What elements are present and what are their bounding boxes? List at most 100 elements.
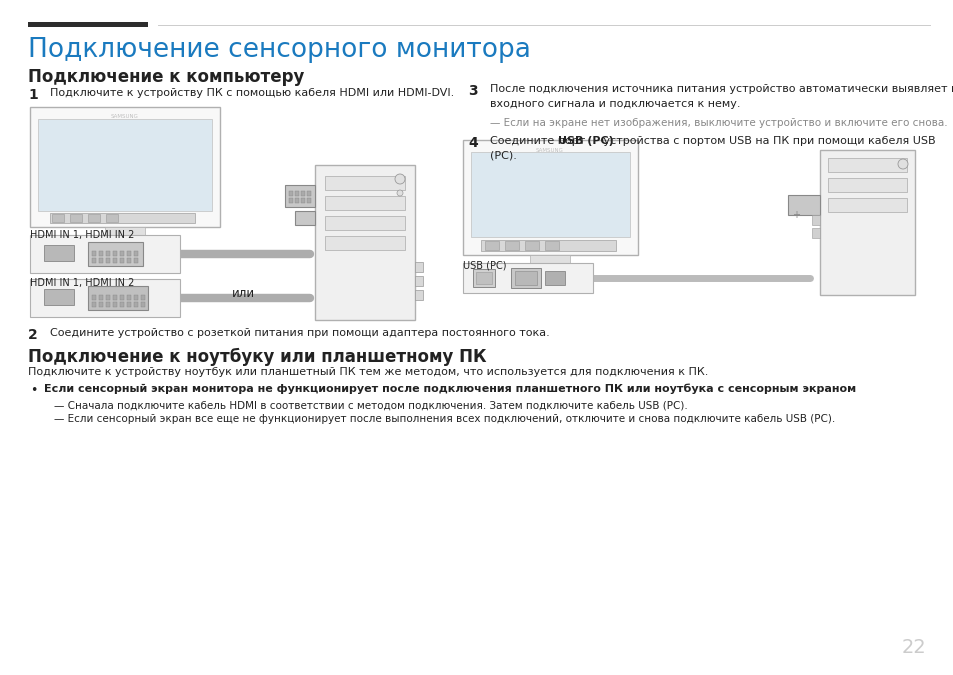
Bar	[44, 289, 74, 305]
Bar	[88, 242, 143, 266]
Bar	[120, 302, 124, 307]
Bar	[106, 258, 110, 263]
Bar	[28, 22, 148, 27]
Text: USB (PC): USB (PC)	[462, 260, 506, 270]
Polygon shape	[40, 287, 78, 309]
Bar	[91, 251, 96, 256]
Bar	[133, 251, 138, 256]
Bar	[827, 198, 906, 212]
Bar	[307, 198, 311, 203]
Bar	[127, 251, 131, 256]
Bar	[415, 262, 422, 272]
Bar	[133, 302, 138, 307]
Bar	[112, 302, 117, 307]
Bar	[88, 286, 148, 310]
Bar	[827, 158, 906, 172]
Text: Соедините устройство с розеткой питания при помощи адаптера постоянного тока.: Соедините устройство с розеткой питания …	[50, 328, 549, 338]
Text: 22: 22	[901, 638, 925, 657]
Text: 3: 3	[468, 84, 477, 98]
Text: 4: 4	[468, 136, 477, 150]
Bar	[325, 176, 405, 190]
Text: или: или	[232, 287, 254, 300]
Bar	[530, 255, 569, 270]
Bar	[70, 214, 82, 222]
Bar	[471, 152, 629, 237]
Bar	[112, 251, 117, 256]
Bar	[544, 241, 558, 250]
Bar	[99, 302, 103, 307]
Bar	[301, 198, 305, 203]
Bar	[524, 241, 538, 250]
Bar	[301, 191, 305, 196]
Bar	[511, 268, 540, 288]
Bar	[415, 276, 422, 286]
Bar	[307, 191, 311, 196]
Text: USB (PC): USB (PC)	[558, 136, 614, 146]
Bar	[120, 295, 124, 300]
Circle shape	[897, 159, 907, 169]
Bar	[484, 241, 498, 250]
Bar	[415, 290, 422, 300]
Text: Если сенсорный экран монитора не функционирует после подключения планшетного ПК : Если сенсорный экран монитора не функцио…	[44, 384, 856, 394]
Text: Подключение сенсорного монитора: Подключение сенсорного монитора	[28, 37, 530, 63]
Bar	[515, 271, 537, 285]
Bar	[52, 214, 64, 222]
Bar	[133, 295, 138, 300]
Circle shape	[396, 190, 402, 196]
Text: •: •	[30, 384, 37, 397]
Bar	[141, 295, 145, 300]
Bar	[294, 211, 314, 225]
Bar	[462, 140, 638, 255]
Text: — Если сенсорный экран все еще не функционирует после выполнения всех подключени: — Если сенсорный экран все еще не функци…	[54, 414, 835, 424]
Text: +: +	[791, 210, 800, 220]
Bar	[289, 198, 293, 203]
Text: — Если на экране нет изображения, выключите устройство и включите его снова.: — Если на экране нет изображения, выключ…	[490, 118, 946, 128]
Bar	[476, 272, 492, 284]
Bar	[91, 295, 96, 300]
Text: HDMI IN 1, HDMI IN 2: HDMI IN 1, HDMI IN 2	[30, 278, 134, 288]
Bar	[90, 239, 158, 249]
Bar	[473, 269, 495, 287]
Bar	[99, 251, 103, 256]
Bar	[811, 228, 820, 238]
Bar	[325, 216, 405, 230]
Bar	[127, 258, 131, 263]
Bar	[112, 295, 117, 300]
Bar	[133, 258, 138, 263]
Bar	[294, 191, 298, 196]
Bar	[50, 213, 194, 223]
Bar	[811, 215, 820, 225]
Text: 2: 2	[28, 328, 38, 342]
Bar	[462, 263, 593, 293]
Text: (PC).: (PC).	[490, 150, 517, 160]
Bar	[127, 302, 131, 307]
Bar	[480, 240, 616, 251]
Bar	[30, 107, 220, 227]
Bar	[325, 196, 405, 210]
Bar	[112, 258, 117, 263]
Text: SAMSUNG: SAMSUNG	[536, 148, 563, 153]
Bar	[106, 295, 110, 300]
Bar	[515, 268, 582, 278]
Bar	[289, 191, 293, 196]
Text: Соедините порт: Соедините порт	[490, 136, 588, 146]
Bar	[106, 251, 110, 256]
Bar	[314, 165, 415, 320]
Bar	[44, 245, 74, 261]
Text: входного сигнала и подключается к нему.: входного сигнала и подключается к нему.	[490, 99, 740, 109]
Bar	[38, 119, 212, 211]
Text: Подключение к компьютеру: Подключение к компьютеру	[28, 68, 304, 86]
Bar	[91, 258, 96, 263]
Bar	[99, 258, 103, 263]
Bar	[88, 214, 100, 222]
Bar	[120, 251, 124, 256]
Text: Подключите к устройству ПК с помощью кабеля HDMI или HDMI-DVI.: Подключите к устройству ПК с помощью каб…	[50, 88, 454, 98]
Text: — Сначала подключите кабель HDMI в соответствии с методом подключения. Затем под: — Сначала подключите кабель HDMI в соотв…	[54, 400, 687, 410]
Text: SAMSUNG: SAMSUNG	[111, 114, 139, 119]
Bar	[120, 258, 124, 263]
Circle shape	[395, 174, 405, 184]
Bar	[106, 214, 118, 222]
Bar	[105, 227, 145, 241]
Bar	[504, 241, 518, 250]
Bar	[127, 295, 131, 300]
